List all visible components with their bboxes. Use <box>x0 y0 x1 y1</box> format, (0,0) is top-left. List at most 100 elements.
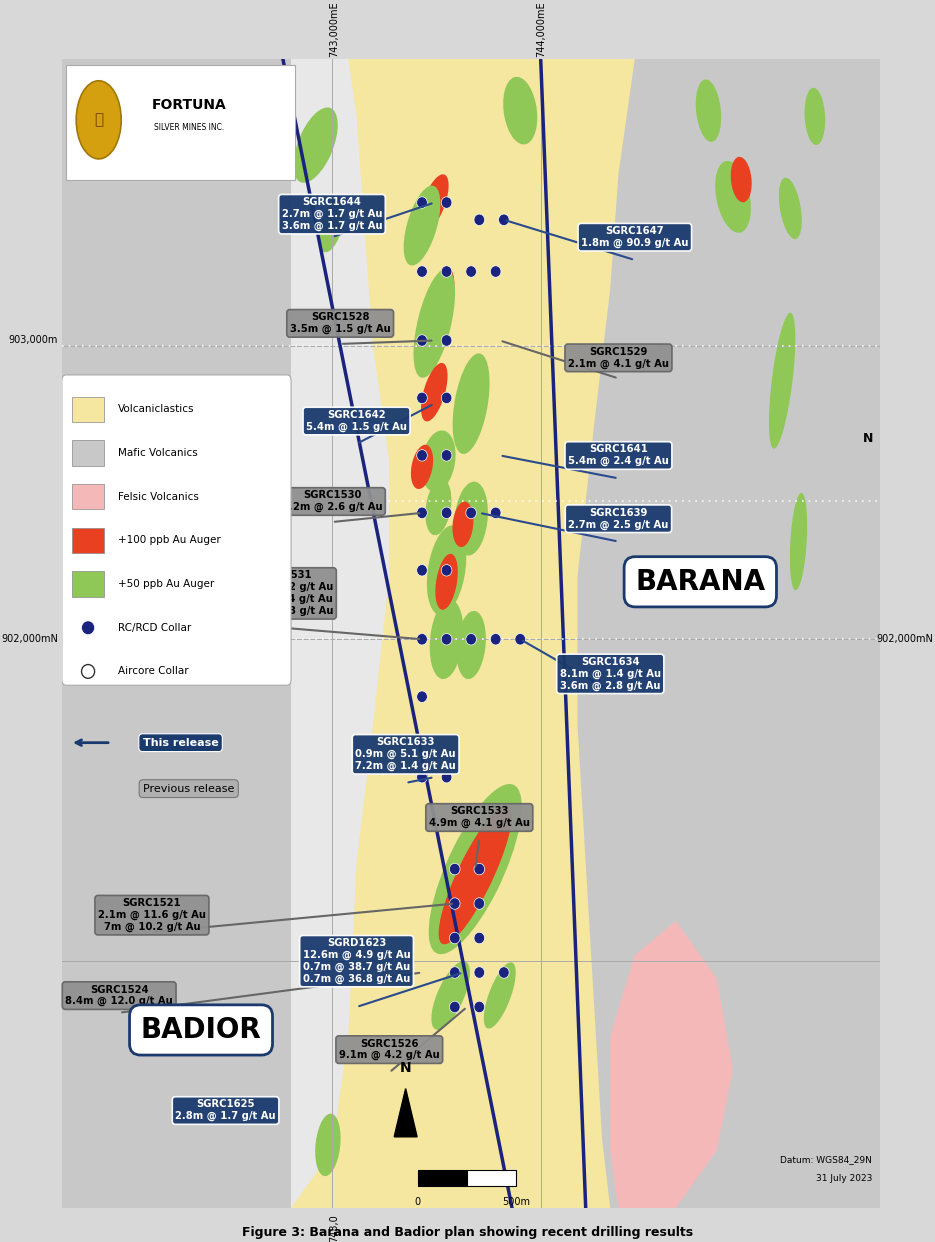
Polygon shape <box>62 58 291 1208</box>
Text: SGRC1533
4.9m @ 4.1 g/t Au: SGRC1533 4.9m @ 4.1 g/t Au <box>429 806 530 828</box>
Text: SGRD1623
12.6m @ 4.9 g/t Au
0.7m @ 38.7 g/t Au
0.7m @ 36.8 g/t Au: SGRD1623 12.6m @ 4.9 g/t Au 0.7m @ 38.7 … <box>303 938 410 984</box>
Text: SGRC1642
5.4m @ 1.5 g/t Au: SGRC1642 5.4m @ 1.5 g/t Au <box>306 410 407 432</box>
Ellipse shape <box>420 174 449 231</box>
Ellipse shape <box>450 1001 460 1012</box>
Text: SGRC1625
2.8m @ 1.7 g/t Au: SGRC1625 2.8m @ 1.7 g/t Au <box>175 1099 276 1122</box>
Text: Previous release: Previous release <box>143 784 235 794</box>
Ellipse shape <box>404 185 440 266</box>
Text: 31 July 2023: 31 July 2023 <box>816 1174 872 1182</box>
Text: Mafic Volcanics: Mafic Volcanics <box>118 448 197 458</box>
Ellipse shape <box>427 525 467 615</box>
Ellipse shape <box>466 266 477 277</box>
Polygon shape <box>611 920 733 1208</box>
Ellipse shape <box>474 966 484 979</box>
Text: SGRC1639
2.7m @ 2.5 g/t Au: SGRC1639 2.7m @ 2.5 g/t Au <box>568 508 669 529</box>
Ellipse shape <box>425 479 452 535</box>
Ellipse shape <box>81 621 94 635</box>
Text: FORTUNA: FORTUNA <box>151 98 226 112</box>
Text: +50 ppb Au Auger: +50 ppb Au Auger <box>118 579 214 589</box>
Ellipse shape <box>456 611 486 679</box>
Ellipse shape <box>503 77 538 144</box>
Ellipse shape <box>417 507 427 519</box>
Ellipse shape <box>490 507 501 519</box>
FancyBboxPatch shape <box>418 1170 467 1186</box>
Ellipse shape <box>450 863 460 874</box>
FancyBboxPatch shape <box>72 441 105 466</box>
Ellipse shape <box>515 633 525 645</box>
Text: Aircore Collar: Aircore Collar <box>118 667 188 677</box>
Ellipse shape <box>413 268 455 378</box>
Ellipse shape <box>441 771 452 782</box>
Text: 902,000mN: 902,000mN <box>876 635 933 645</box>
Ellipse shape <box>490 633 501 645</box>
Text: SGRC1641
5.4m @ 2.4 g/t Au: SGRC1641 5.4m @ 2.4 g/t Au <box>568 445 669 466</box>
Ellipse shape <box>294 107 338 183</box>
Ellipse shape <box>466 633 477 645</box>
Text: 903,000m: 903,000m <box>8 335 58 345</box>
Ellipse shape <box>431 961 470 1030</box>
FancyBboxPatch shape <box>72 571 105 596</box>
Ellipse shape <box>779 178 802 238</box>
Ellipse shape <box>441 335 452 347</box>
Ellipse shape <box>417 565 427 576</box>
Ellipse shape <box>450 933 460 944</box>
Ellipse shape <box>474 898 484 909</box>
Text: N: N <box>863 432 873 445</box>
Polygon shape <box>569 58 881 1208</box>
Ellipse shape <box>441 266 452 277</box>
Text: SGRC1644
2.7m @ 1.7 g/t Au
3.6m @ 1.7 g/t Au: SGRC1644 2.7m @ 1.7 g/t Au 3.6m @ 1.7 g/… <box>281 197 382 231</box>
Text: SGRC1524
8.4m @ 12.0 g/t Au: SGRC1524 8.4m @ 12.0 g/t Au <box>65 985 173 1006</box>
Ellipse shape <box>421 431 455 492</box>
Ellipse shape <box>731 156 752 202</box>
Ellipse shape <box>453 502 473 548</box>
Ellipse shape <box>453 354 490 455</box>
Ellipse shape <box>417 691 427 703</box>
Text: 743,000mE: 743,000mE <box>329 1 339 57</box>
Ellipse shape <box>320 199 345 252</box>
Ellipse shape <box>441 196 452 209</box>
Ellipse shape <box>410 445 433 489</box>
Ellipse shape <box>441 633 452 645</box>
Text: 744,000mE: 744,000mE <box>536 1 546 57</box>
FancyBboxPatch shape <box>66 65 295 180</box>
Ellipse shape <box>423 268 454 355</box>
FancyBboxPatch shape <box>467 1170 516 1186</box>
Ellipse shape <box>450 898 460 909</box>
Text: 743,0: 743,0 <box>329 1213 339 1242</box>
Text: SGRC1633
0.9m @ 5.1 g/t Au
7.2m @ 1.4 g/t Au: SGRC1633 0.9m @ 5.1 g/t Au 7.2m @ 1.4 g/… <box>355 738 456 771</box>
Text: SGRC1531
2.8m @ 2.2 g/t Au
2.8m @ 1.4 g/t Au
5.6m @ 2.3 g/t Au: SGRC1531 2.8m @ 2.2 g/t Au 2.8m @ 1.4 g/… <box>233 570 333 616</box>
Text: ⛜: ⛜ <box>94 112 103 128</box>
Ellipse shape <box>441 507 452 519</box>
Text: 500m: 500m <box>502 1196 530 1206</box>
Text: 902,000mN: 902,000mN <box>1 635 58 645</box>
Text: Volcaniclastics: Volcaniclastics <box>118 405 194 415</box>
Text: SGRC1528
3.5m @ 1.5 g/t Au: SGRC1528 3.5m @ 1.5 g/t Au <box>290 312 391 334</box>
FancyBboxPatch shape <box>62 375 291 686</box>
Polygon shape <box>291 58 635 1208</box>
Text: SGRC1530
4.2m @ 2.6 g/t Au: SGRC1530 4.2m @ 2.6 g/t Au <box>281 491 382 512</box>
Text: SGRC1521
2.1m @ 11.6 g/t Au
7m @ 10.2 g/t Au: SGRC1521 2.1m @ 11.6 g/t Au 7m @ 10.2 g/… <box>98 898 206 932</box>
Text: SGRC1529
2.1m @ 4.1 g/t Au: SGRC1529 2.1m @ 4.1 g/t Au <box>568 347 669 369</box>
Text: BARANA: BARANA <box>635 568 766 596</box>
FancyBboxPatch shape <box>72 396 105 422</box>
Polygon shape <box>395 1088 417 1136</box>
Ellipse shape <box>466 507 477 519</box>
Ellipse shape <box>81 664 94 678</box>
Ellipse shape <box>439 805 511 944</box>
FancyBboxPatch shape <box>72 484 105 509</box>
Ellipse shape <box>417 196 427 209</box>
Ellipse shape <box>474 214 484 226</box>
Ellipse shape <box>769 313 796 448</box>
Ellipse shape <box>436 554 458 610</box>
Text: Felsic Volcanics: Felsic Volcanics <box>118 492 198 502</box>
Ellipse shape <box>498 966 510 979</box>
Text: SILVER MINES INC.: SILVER MINES INC. <box>153 123 223 133</box>
Text: RC/RCD Collar: RC/RCD Collar <box>118 622 191 632</box>
Text: SGRC1526
9.1m @ 4.2 g/t Au: SGRC1526 9.1m @ 4.2 g/t Au <box>338 1038 439 1061</box>
Ellipse shape <box>429 784 522 954</box>
Ellipse shape <box>421 363 448 421</box>
Ellipse shape <box>417 771 427 782</box>
Ellipse shape <box>417 266 427 277</box>
FancyBboxPatch shape <box>72 528 105 553</box>
Ellipse shape <box>417 633 427 645</box>
